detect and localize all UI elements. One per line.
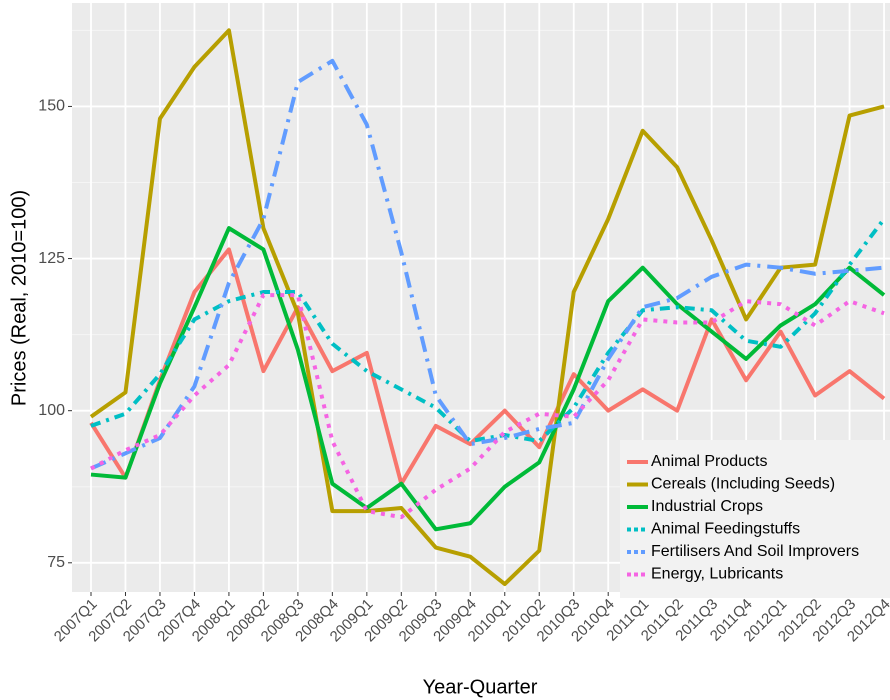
y-tick-label: 150: [38, 98, 65, 115]
x-axis-title: Year-Quarter: [423, 676, 538, 698]
y-tick-label: 125: [38, 250, 65, 267]
series-line: [90, 58, 885, 471]
legend-label: Animal Products: [651, 453, 768, 470]
legend-label: Fertilisers And Soil Improvers: [651, 543, 859, 560]
legend-label: Cereals (Including Seeds): [651, 476, 835, 493]
y-tick-label: 75: [47, 554, 65, 571]
legend-box: [620, 440, 890, 598]
lines: [89, 28, 886, 587]
legend-label: Animal Feedingstuffs: [651, 521, 800, 538]
legend: Animal Products Cereals (Including Seeds)…: [620, 440, 890, 598]
series-line: [90, 293, 885, 520]
series-line: [89, 28, 885, 587]
series-line: [90, 217, 886, 444]
series-line: [90, 226, 886, 532]
legend-label: Industrial Crops: [651, 498, 763, 515]
series-line: [89, 247, 886, 486]
y-axis-title: Prices (Real, 2010=100): [8, 190, 30, 406]
y-tick-label: 100: [38, 402, 65, 419]
legend-label: Energy, Lubricants: [651, 566, 783, 583]
